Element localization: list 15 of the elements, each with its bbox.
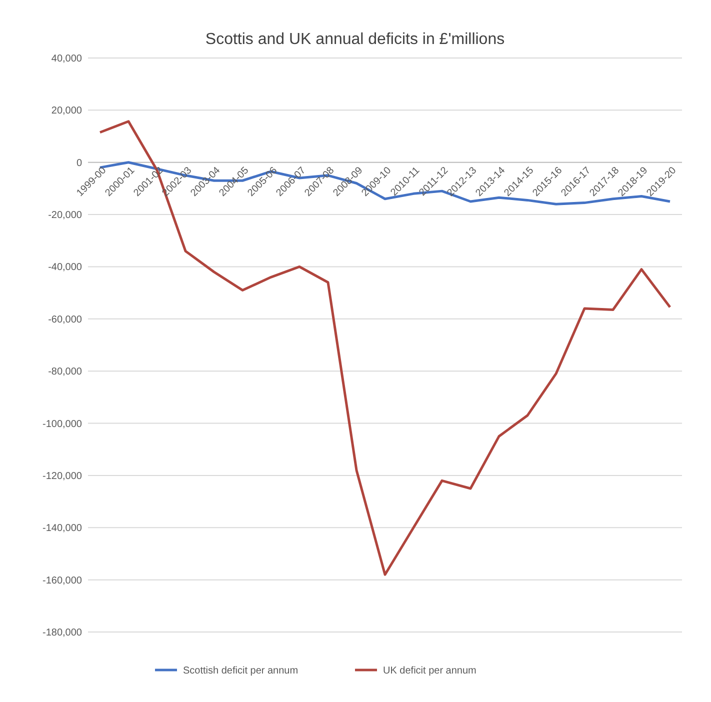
y-tick-label: -40,000 — [48, 262, 82, 274]
y-tick-label: -100,000 — [42, 418, 82, 430]
legend-label: Scottish deficit per annum — [183, 666, 298, 676]
y-tick-label: 20,000 — [51, 106, 82, 117]
y-tick-label: -20,000 — [48, 210, 82, 222]
y-tick-label: -80,000 — [48, 366, 82, 378]
y-tick-label: -140,000 — [42, 523, 82, 534]
chart-title: Scottis and UK annual deficits in £'millions — [205, 31, 505, 48]
y-tick-label: -160,000 — [42, 575, 82, 586]
legend-label: UK deficit per annum — [383, 666, 476, 676]
y-tick-label: 0 — [76, 158, 82, 169]
y-tick-label: -120,000 — [42, 470, 82, 482]
y-tick-label: -60,000 — [48, 314, 82, 326]
y-tick-label: 40,000 — [51, 54, 82, 64]
y-tick-label: -180,000 — [42, 628, 82, 638]
